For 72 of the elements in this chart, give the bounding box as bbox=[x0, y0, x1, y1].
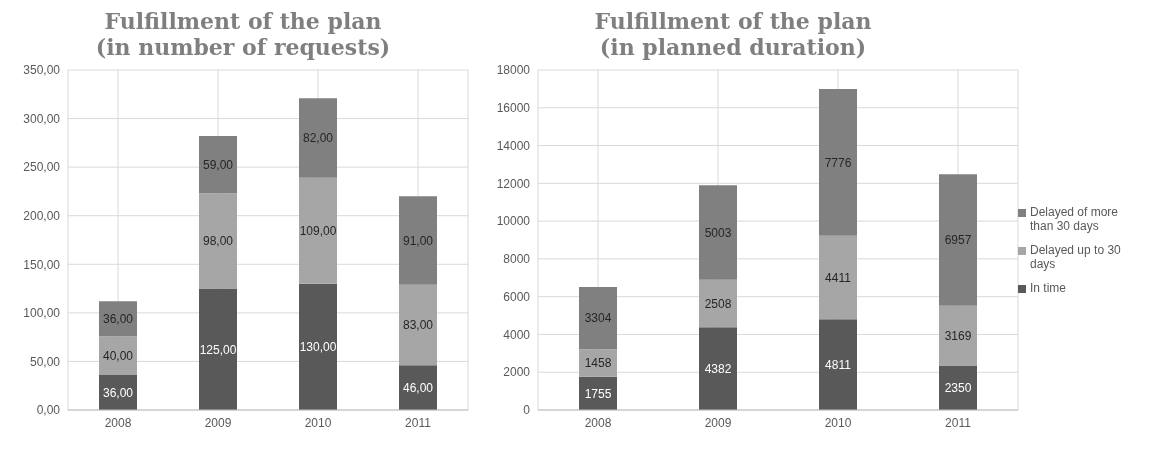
y-tick-label: 150,00 bbox=[23, 257, 61, 272]
chart-title: Fulfillment of the plan (in number of requests) bbox=[94, 8, 392, 60]
bar bbox=[699, 327, 737, 410]
y-tick-label: 250,00 bbox=[23, 160, 61, 175]
x-tick-label: 2011 bbox=[945, 415, 972, 430]
data-label: 46,00 bbox=[402, 380, 434, 395]
data-label: 2508 bbox=[704, 296, 732, 311]
legend-label: Delayed up to 30 days bbox=[1030, 243, 1122, 271]
x-tick-label: 2008 bbox=[104, 415, 132, 430]
data-label: 109,00 bbox=[299, 224, 337, 239]
y-tick-label: 200,00 bbox=[23, 208, 61, 223]
data-label: 82,00 bbox=[302, 131, 334, 146]
y-tick-label: 14000 bbox=[496, 138, 531, 153]
y-tick-label: 6000 bbox=[503, 289, 531, 304]
y-tick-label: 8000 bbox=[503, 252, 531, 267]
legend-label: In time bbox=[1030, 281, 1067, 295]
x-tick-label: 2010 bbox=[304, 415, 332, 430]
data-label: 1458 bbox=[584, 356, 612, 371]
data-label: 83,00 bbox=[402, 318, 434, 333]
data-label: 40,00 bbox=[102, 348, 134, 363]
bar bbox=[199, 288, 237, 410]
data-label: 36,00 bbox=[102, 385, 134, 400]
y-tick-label: 300,00 bbox=[23, 111, 61, 126]
bar bbox=[199, 193, 237, 289]
bar bbox=[399, 284, 437, 366]
chart-title: Fulfillment of the plan (in planned duration) bbox=[593, 8, 873, 60]
y-tick-label: 16000 bbox=[496, 101, 531, 116]
bar bbox=[939, 174, 977, 306]
data-label: 6957 bbox=[944, 233, 972, 248]
bar bbox=[819, 88, 857, 236]
x-tick-label: 2008 bbox=[584, 415, 612, 430]
bar bbox=[939, 305, 977, 366]
bar bbox=[299, 283, 337, 410]
data-label: 4811 bbox=[825, 357, 852, 372]
y-tick-label: 12000 bbox=[496, 176, 531, 191]
bar bbox=[819, 235, 857, 320]
bar bbox=[699, 185, 737, 280]
data-label: 1755 bbox=[584, 386, 612, 401]
data-label: 4382 bbox=[704, 361, 732, 376]
data-label: 130,00 bbox=[299, 340, 337, 355]
x-tick-label: 2010 bbox=[824, 415, 852, 430]
data-label: 125,00 bbox=[199, 342, 237, 357]
data-label: 4411 bbox=[825, 270, 852, 285]
data-label: 5003 bbox=[704, 225, 732, 240]
y-tick-label: 0 bbox=[523, 403, 531, 418]
x-tick-label: 2009 bbox=[204, 415, 232, 430]
y-tick-label: 0,00 bbox=[36, 403, 61, 418]
data-label: 3304 bbox=[584, 311, 612, 326]
bar bbox=[579, 286, 617, 350]
bar bbox=[819, 319, 857, 410]
y-tick-label: 2000 bbox=[503, 365, 531, 380]
data-label: 98,00 bbox=[202, 234, 234, 249]
data-label: 36,00 bbox=[102, 311, 134, 326]
bar bbox=[299, 98, 337, 178]
x-tick-label: 2009 bbox=[704, 415, 732, 430]
bar bbox=[199, 136, 237, 194]
y-tick-label: 350,00 bbox=[23, 63, 61, 78]
legend-label: Delayed of more than 30 days bbox=[1030, 205, 1120, 233]
bar bbox=[399, 196, 437, 285]
data-label: 3169 bbox=[944, 328, 972, 343]
y-tick-label: 4000 bbox=[503, 327, 531, 342]
data-label: 7776 bbox=[824, 155, 852, 170]
bar bbox=[299, 177, 337, 284]
data-label: 59,00 bbox=[202, 157, 234, 172]
y-tick-label: 18000 bbox=[496, 63, 531, 78]
y-tick-label: 100,00 bbox=[23, 306, 61, 321]
y-tick-label: 50,00 bbox=[29, 354, 61, 369]
bar bbox=[699, 279, 737, 328]
x-tick-label: 2011 bbox=[405, 415, 432, 430]
data-label: 2350 bbox=[944, 381, 972, 396]
data-label: 91,00 bbox=[402, 233, 434, 248]
y-tick-label: 10000 bbox=[496, 214, 531, 229]
